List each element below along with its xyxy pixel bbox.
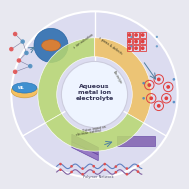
Circle shape (34, 28, 68, 62)
Circle shape (137, 165, 139, 167)
Circle shape (134, 40, 138, 43)
Circle shape (92, 170, 95, 173)
Circle shape (17, 58, 21, 63)
Circle shape (125, 167, 128, 170)
Circle shape (137, 170, 139, 173)
Circle shape (70, 171, 73, 173)
Circle shape (142, 82, 145, 84)
Circle shape (141, 46, 145, 50)
Wedge shape (38, 38, 94, 123)
Circle shape (141, 33, 145, 37)
Circle shape (128, 46, 131, 50)
Wedge shape (45, 113, 144, 151)
Circle shape (128, 40, 131, 43)
Text: electrode material: electrode material (76, 129, 102, 137)
Text: WL: WL (18, 86, 25, 90)
Text: ↓ ion solvation: ↓ ion solvation (72, 33, 94, 50)
Circle shape (141, 40, 145, 43)
Circle shape (128, 33, 131, 37)
Circle shape (156, 36, 158, 38)
Circle shape (20, 39, 25, 44)
Circle shape (81, 173, 84, 176)
Text: Electrolyte: Electrolyte (112, 70, 123, 85)
Circle shape (59, 168, 62, 171)
Circle shape (70, 165, 73, 168)
Text: Aqueous
metal ion
electrolyte: Aqueous metal ion electrolyte (75, 84, 114, 101)
Circle shape (130, 45, 132, 47)
Circle shape (164, 96, 168, 100)
Text: Proton impact on: Proton impact on (83, 125, 106, 132)
Circle shape (142, 97, 145, 100)
Circle shape (157, 77, 161, 81)
Ellipse shape (12, 83, 37, 93)
Circle shape (166, 85, 170, 89)
Circle shape (156, 45, 158, 47)
Circle shape (130, 36, 132, 38)
Circle shape (149, 96, 153, 100)
Circle shape (61, 61, 128, 128)
Text: ↑ pores & defects: ↑ pores & defects (97, 36, 123, 55)
Circle shape (134, 33, 138, 37)
Circle shape (134, 46, 138, 50)
Circle shape (125, 173, 128, 176)
Wedge shape (94, 38, 151, 123)
Ellipse shape (42, 40, 60, 51)
Circle shape (81, 167, 84, 170)
Circle shape (115, 171, 117, 174)
Polygon shape (117, 136, 155, 146)
Circle shape (24, 51, 29, 55)
Circle shape (59, 163, 62, 165)
Circle shape (28, 64, 33, 68)
Circle shape (103, 163, 106, 165)
Circle shape (9, 47, 14, 51)
Circle shape (173, 101, 175, 103)
Circle shape (92, 165, 95, 167)
Circle shape (173, 78, 175, 81)
Circle shape (103, 168, 106, 171)
Circle shape (115, 165, 117, 168)
Ellipse shape (11, 84, 38, 98)
Circle shape (11, 11, 178, 178)
Circle shape (157, 104, 161, 108)
Polygon shape (72, 142, 98, 161)
Polygon shape (72, 134, 98, 155)
Circle shape (147, 83, 151, 87)
Circle shape (13, 70, 17, 74)
Text: Polymer Network: Polymer Network (83, 175, 114, 179)
Circle shape (13, 32, 17, 36)
